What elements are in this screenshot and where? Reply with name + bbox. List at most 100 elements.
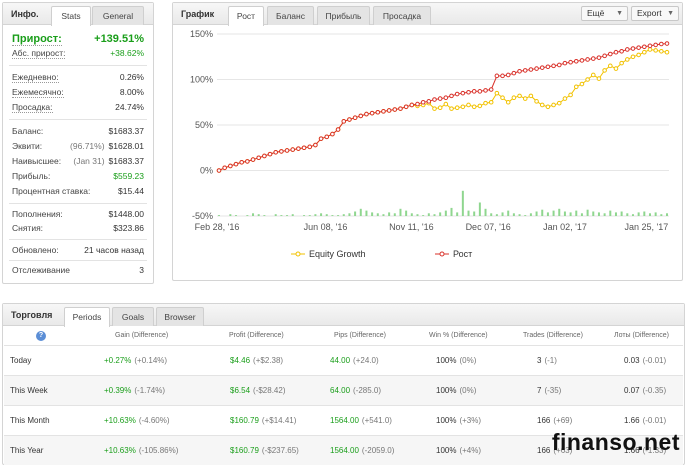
tab-general[interactable]: General [92, 6, 144, 25]
data-point [579, 81, 585, 87]
tab-goals[interactable]: Goals [112, 307, 154, 326]
more-dropdown[interactable]: Ещё ▼ [581, 6, 628, 21]
data-point [477, 103, 483, 109]
cell-win: 100% (+4%) [436, 446, 481, 455]
tab-growth[interactable]: Рост [228, 6, 264, 26]
tracking-label: Отслеживание [12, 265, 71, 275]
gain-value: +139.51% [94, 33, 144, 45]
data-point [403, 104, 409, 110]
cell-win-difference: (0%) [459, 386, 477, 395]
cell-gain-value: +10.63% [104, 416, 136, 425]
data-point [500, 73, 505, 79]
volume-bar [433, 214, 436, 216]
trading-panel: Торговля Periods Goals Browser ? Gain (D… [2, 303, 685, 465]
interest-label: Процентная ставка: [12, 186, 91, 196]
highest-label: Наивысшее: [12, 156, 62, 166]
cell-gain-value: +0.39% [104, 386, 132, 395]
cell-gain: +0.27% (+0.14%) [104, 356, 167, 365]
data-point [551, 63, 556, 69]
x-tick-label: Nov 11, '16 [389, 222, 434, 232]
data-point [437, 105, 443, 111]
cell-lots: 0.07 (-0.35) [624, 386, 666, 395]
volume-bar [365, 210, 368, 216]
y-tick-label: -50% [192, 211, 213, 221]
data-point [659, 48, 664, 54]
data-point [585, 57, 590, 62]
cell-lots-difference: (-1.33) [642, 446, 667, 455]
data-point [318, 136, 324, 141]
col-gain: Gain (Difference) [115, 332, 169, 339]
volume-bar [484, 208, 487, 216]
data-point [233, 161, 239, 167]
data-point [625, 47, 630, 52]
col-trades: Trades (Difference) [523, 332, 583, 339]
legend-growth-label: Рост [453, 249, 472, 259]
data-point [664, 49, 670, 55]
x-tick-label: Dec 07, '16 [466, 222, 511, 232]
cell-lots-value: 0.07 [624, 386, 640, 395]
data-point [324, 134, 330, 140]
tab-drawdown[interactable]: Просадка [373, 6, 431, 25]
row-period-name: Today [10, 356, 31, 365]
volume-bar [257, 214, 260, 216]
cell-trades-value: 166 [537, 446, 551, 455]
data-point [494, 90, 500, 96]
info-row-tracking: Отслеживание 3 [9, 263, 147, 277]
cell-profit-difference: (-$237.65) [261, 446, 299, 455]
equity-percent: (96.71%) [70, 141, 105, 151]
cell-profit-value: $160.79 [230, 446, 259, 455]
drawdown-label: Просадка: [12, 102, 53, 113]
volume-bar [643, 211, 646, 216]
data-point [568, 92, 573, 98]
data-point [545, 64, 551, 70]
volume-bar [478, 202, 481, 216]
volume-bar [246, 215, 249, 216]
export-dropdown[interactable]: Export ▼ [631, 6, 679, 21]
data-point [664, 41, 670, 46]
row-period-name-value: This Week [10, 386, 48, 395]
chart-panel-header: График Рост Баланс Прибыль Просадка Ещё ▼… [173, 3, 682, 26]
cell-pips-value: 1564.00 [330, 416, 359, 425]
cell-lots: 1.66 (-1.33) [624, 446, 666, 455]
divider [9, 65, 147, 66]
data-point [636, 52, 641, 58]
help-icon[interactable]: ? [36, 331, 46, 341]
export-label: Export [637, 8, 662, 18]
tab-periods[interactable]: Periods [64, 307, 110, 327]
volume-bar [626, 213, 629, 216]
volume-bar [439, 212, 442, 216]
volume-bar [614, 212, 617, 216]
cell-win-value: 100% [436, 386, 457, 395]
data-point [619, 48, 624, 54]
cell-trades-difference: (+63) [553, 446, 573, 455]
tab-profit[interactable]: Прибыль [317, 6, 370, 25]
tab-browser[interactable]: Browser [156, 307, 204, 326]
data-point [483, 100, 488, 106]
data-point [647, 47, 653, 52]
gain-label: Прирост: [12, 33, 62, 46]
info-row-profit: Прибыль: $559.23 [9, 169, 147, 183]
data-point [630, 46, 636, 51]
volume-bar [450, 207, 453, 216]
cell-lots: 0.03 (-0.01) [624, 356, 666, 365]
volume-bar [263, 215, 266, 216]
data-point [284, 148, 290, 153]
info-row-abs-gain: Абс. прирост: +38.62% [9, 46, 147, 60]
data-point [290, 147, 296, 152]
divider [9, 203, 147, 204]
data-point [420, 99, 426, 105]
volume-bar [631, 214, 634, 216]
data-point [415, 101, 420, 107]
cell-win: 100% (+3%) [436, 416, 481, 425]
volume-bar [342, 214, 345, 216]
cell-pips: 44.00 (+24.0) [330, 356, 379, 365]
cell-profit-difference: (+$2.38) [253, 356, 284, 365]
cell-lots-value: 1.66 [624, 416, 640, 425]
data-point [477, 89, 483, 94]
cell-trades: 166 (+63) [537, 446, 572, 455]
volume-bar [490, 213, 493, 216]
tab-balance[interactable]: Баланс [267, 6, 314, 25]
tab-stats[interactable]: Stats [51, 6, 91, 26]
data-point [596, 55, 602, 60]
cell-win-value: 100% [436, 356, 457, 365]
